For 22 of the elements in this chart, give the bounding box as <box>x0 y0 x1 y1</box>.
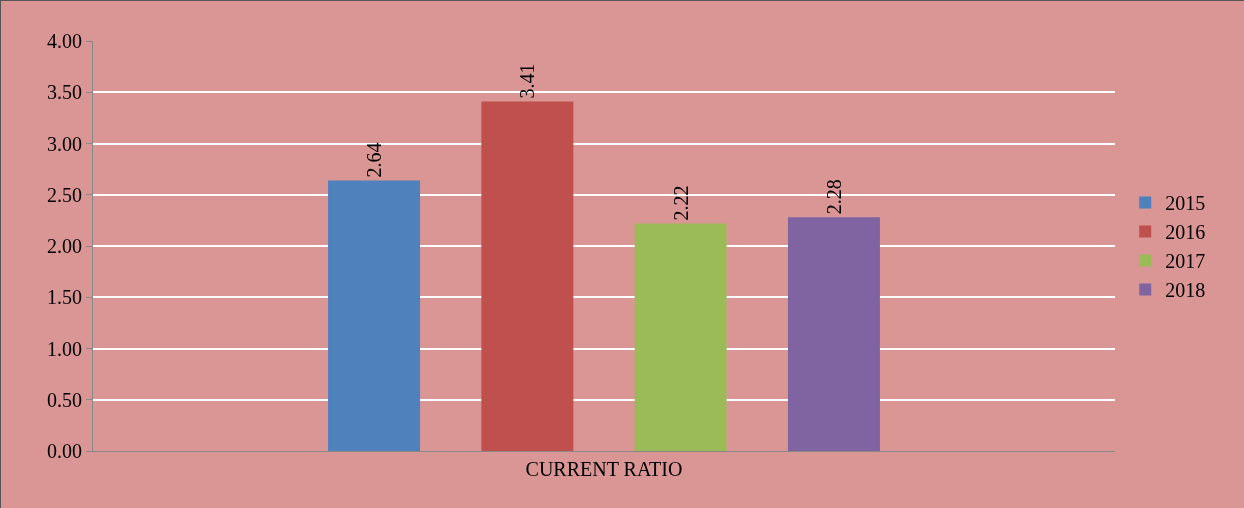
y-tick-label: 1.50 <box>47 286 82 309</box>
legend-label: 2016 <box>1165 221 1206 244</box>
y-tick-label: 2.50 <box>47 183 82 206</box>
y-tick-label: 1.00 <box>47 337 82 360</box>
data-label: 2.22 <box>669 185 692 221</box>
x-tick-label: CURRENT RATIO <box>525 458 683 480</box>
y-tick-label: 2.00 <box>47 235 82 257</box>
data-label: 2.64 <box>363 142 386 178</box>
y-tick-label: 3.00 <box>47 132 82 155</box>
legend-label: 2015 <box>1165 192 1206 215</box>
data-label: 2.28 <box>822 179 845 215</box>
bar <box>481 101 574 451</box>
y-tick-label: 0.00 <box>47 440 82 462</box>
bar <box>328 180 421 451</box>
legend-label: 2017 <box>1165 250 1206 273</box>
y-tick-label: 0.50 <box>47 388 82 411</box>
bar <box>634 223 727 451</box>
y-tick-label: 4.00 <box>47 30 82 52</box>
legend-label: 2018 <box>1165 279 1206 302</box>
y-tick-label: 3.50 <box>47 81 82 104</box>
bar <box>787 217 880 451</box>
data-label: 3.41 <box>516 63 539 99</box>
